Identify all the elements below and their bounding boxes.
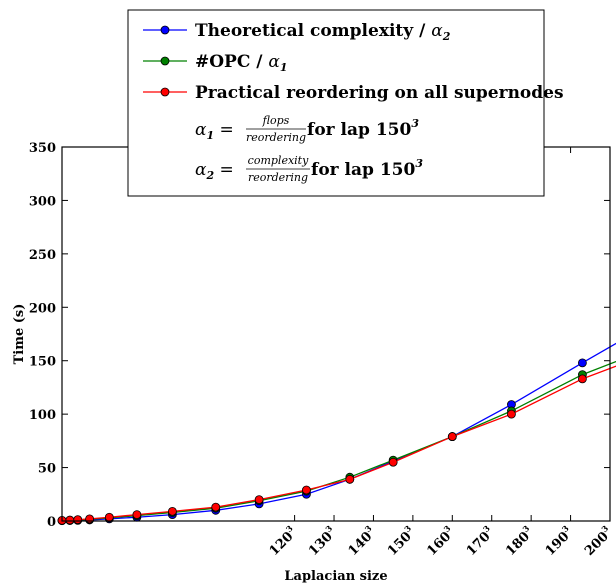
x-axis-title: Laplacian size: [284, 569, 387, 584]
legend-note-alpha1-numerator: flops: [262, 114, 290, 127]
y-tick-label-300: 300: [29, 194, 56, 209]
legend-note-alpha1: α1 =: [195, 120, 234, 142]
legend-marker-opc: [160, 56, 170, 66]
series-2-point-5: [132, 510, 142, 519]
series-2-point-12: [447, 432, 457, 441]
legend-marker-practical: [160, 87, 170, 97]
series-0-point-14: [578, 358, 587, 368]
y-tick-label-100: 100: [29, 408, 56, 423]
series-2-point-13: [507, 409, 516, 419]
series-2-point-9: [302, 485, 311, 495]
legend-note-alpha2-denominator: reordering: [248, 171, 308, 184]
series-2-point-11: [388, 457, 398, 467]
y-axis: 0 50 100 150 200 250 300 350: [29, 141, 610, 530]
series-2-point-2: [73, 515, 83, 525]
legend: Theoretical complexity / α2 #OPC / α1 Pr…: [127, 9, 564, 197]
series-2-point-7: [211, 502, 221, 512]
legend-note-alpha2-numerator: complexity: [248, 154, 309, 167]
y-axis-title: Time (s): [12, 304, 27, 365]
y-tick-label-50: 50: [38, 462, 56, 477]
series-2-point-4: [104, 512, 114, 522]
series-2-point-10: [345, 474, 355, 484]
y-tick-label-350: 350: [29, 141, 56, 156]
x-tick-label-140: 1403: [343, 523, 379, 559]
legend-label-theoretical: Theoretical complexity / α2: [195, 21, 451, 43]
legend-note-alpha1-tail: for lap 1503: [307, 117, 419, 140]
x-tick-label-120: 1203: [265, 523, 301, 559]
y-tick-label-200: 200: [29, 301, 56, 316]
y-tick-label-250: 250: [29, 248, 56, 263]
x-tick-label-160: 1603: [422, 523, 458, 559]
y-tick-label-0: 0: [47, 515, 56, 530]
plot-area: [62, 147, 610, 521]
x-tick-label-170: 1703: [462, 523, 498, 559]
legend-label-opc: #OPC / α1: [195, 52, 288, 74]
series-2-point-1: [65, 515, 75, 525]
x-tick-label-150: 1503: [383, 523, 419, 559]
y-tick-label-150: 150: [29, 355, 56, 370]
x-tick-label-130: 1303: [304, 523, 340, 559]
x-tick-label-190: 1903: [541, 523, 577, 559]
series-2-point-8: [254, 495, 264, 505]
legend-note-alpha2: α2 =: [195, 160, 234, 182]
legend-note-alpha2-tail: for lap 1503: [311, 157, 423, 180]
x-tick-label-180: 1803: [501, 523, 537, 559]
series-2-point-14: [578, 374, 587, 384]
series-2-point-6: [167, 506, 177, 516]
legend-marker-theoretical: [160, 25, 170, 35]
x-tick-label-200: 2003: [580, 523, 616, 559]
legend-note-alpha1-denominator: reordering: [246, 131, 306, 144]
series-2-point-3: [85, 514, 94, 524]
legend-box: [127, 9, 545, 197]
legend-label-practical: Practical reordering on all supernodes: [195, 83, 564, 103]
